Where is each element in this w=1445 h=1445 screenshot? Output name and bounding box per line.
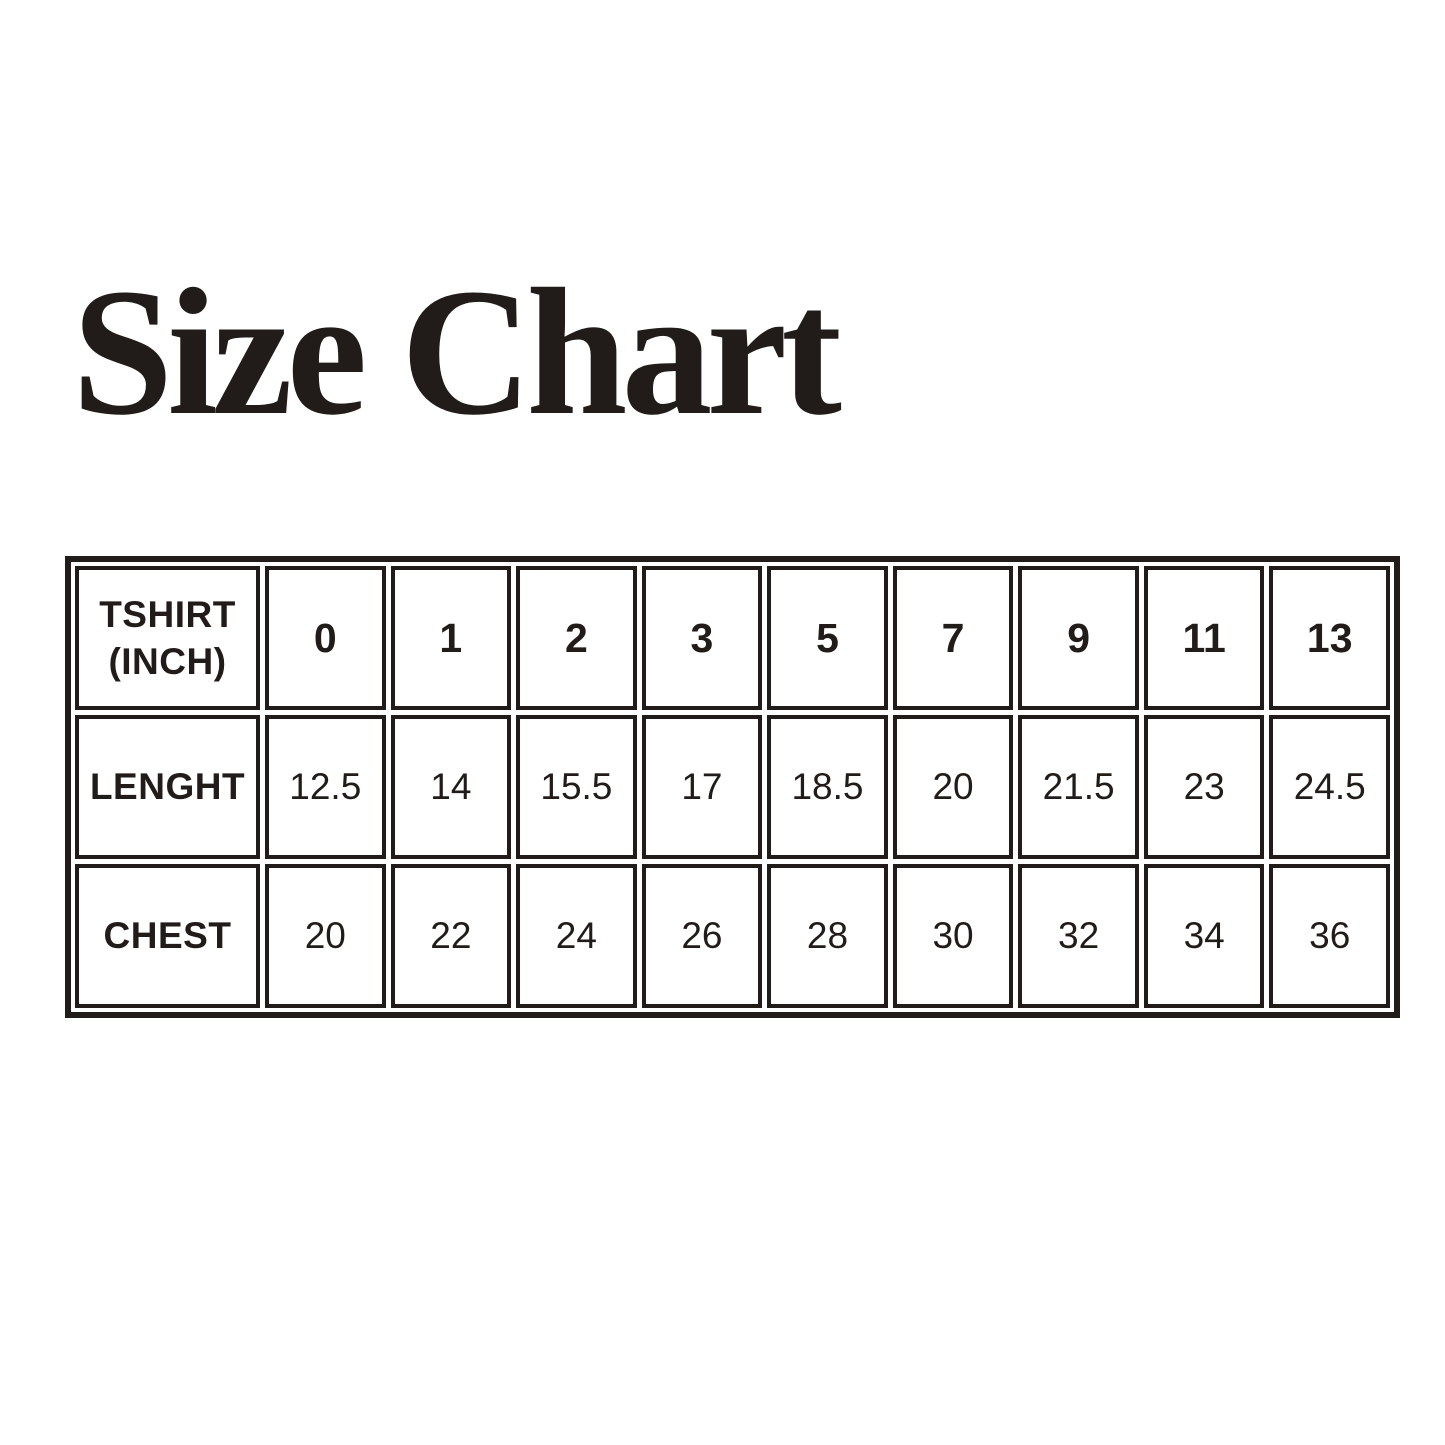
header-cell-size-5: 5 xyxy=(767,566,888,710)
chest-value-cell: 20 xyxy=(265,864,386,1008)
chest-value-cell: 28 xyxy=(767,864,888,1008)
chest-value-cell: 36 xyxy=(1269,864,1390,1008)
header-cell-size-13: 13 xyxy=(1269,566,1390,710)
page-title: Size Chart xyxy=(72,252,842,453)
header-cell-size-11: 11 xyxy=(1143,566,1265,710)
chest-value-cell: 32 xyxy=(1018,864,1139,1008)
length-value-cell: 15.5 xyxy=(516,715,637,859)
header-cell-tshirt-inch: TSHIRT (INCH) xyxy=(75,566,260,710)
header-cell-size-7: 7 xyxy=(892,566,1014,710)
size-chart-table: TSHIRT (INCH) 0 1 2 3 5 7 9 11 13 LENGHT… xyxy=(65,556,1400,1018)
chest-value-cell: 26 xyxy=(641,864,763,1008)
length-value-cell: 12.5 xyxy=(265,715,386,859)
header-cell-size-0: 0 xyxy=(265,566,386,710)
chest-value-cell: 34 xyxy=(1143,864,1265,1008)
length-row-label: LENGHT xyxy=(75,715,260,859)
chest-value-cell: 30 xyxy=(892,864,1014,1008)
length-value-cell: 14 xyxy=(390,715,512,859)
chest-value-cell: 24 xyxy=(516,864,637,1008)
header-cell-size-1: 1 xyxy=(390,566,512,710)
header-label-line1: TSHIRT xyxy=(99,593,236,635)
chest-row-label: CHEST xyxy=(75,864,260,1008)
chest-value-cell: 22 xyxy=(390,864,512,1008)
length-value-cell: 20 xyxy=(892,715,1014,859)
length-value-cell: 23 xyxy=(1143,715,1265,859)
header-cell-size-2: 2 xyxy=(516,566,637,710)
length-value-cell: 24.5 xyxy=(1269,715,1390,859)
length-value-cell: 17 xyxy=(641,715,763,859)
header-cell-size-9: 9 xyxy=(1018,566,1139,710)
header-label-line2: (INCH) xyxy=(108,641,227,682)
header-cell-size-3: 3 xyxy=(641,566,763,710)
length-value-cell: 21.5 xyxy=(1018,715,1139,859)
length-value-cell: 18.5 xyxy=(767,715,888,859)
